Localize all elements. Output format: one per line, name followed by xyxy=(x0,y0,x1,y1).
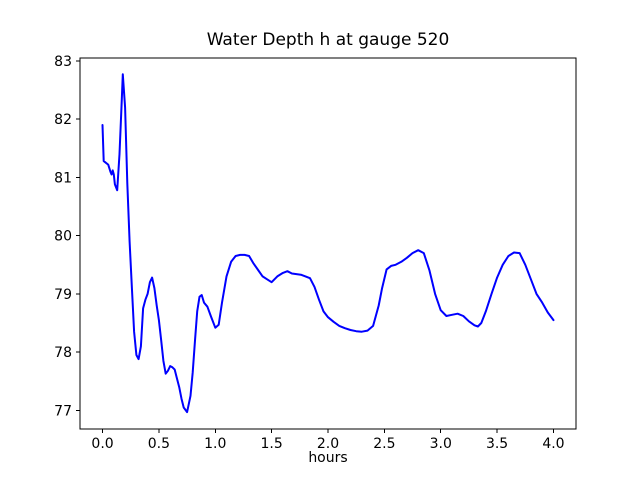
chart-title: Water Depth h at gauge 520 xyxy=(206,30,450,50)
x-axis-label: hours xyxy=(308,450,348,466)
y-tick-label: 81 xyxy=(54,170,72,186)
y-tick-label: 80 xyxy=(54,229,72,245)
x-tick-label: 1.0 xyxy=(204,436,226,452)
y-tick-label: 78 xyxy=(54,345,72,361)
x-tick-label: 2.0 xyxy=(317,436,339,452)
y-tick-label: 83 xyxy=(54,54,72,70)
x-tick-label: 3.5 xyxy=(486,436,508,452)
y-tick-label: 82 xyxy=(54,112,72,128)
x-tick-label: 1.5 xyxy=(261,436,283,452)
y-tick-label: 79 xyxy=(54,287,72,303)
x-tick-label: 2.5 xyxy=(373,436,395,452)
x-tick-label: 0.0 xyxy=(91,436,113,452)
x-tick-label: 3.0 xyxy=(430,436,452,452)
plot-frame xyxy=(79,57,577,430)
y-tick-label: 77 xyxy=(54,403,72,419)
x-tick-label: 4.0 xyxy=(542,436,564,452)
x-tick-label: 0.5 xyxy=(148,436,170,452)
water-depth-line xyxy=(101,73,555,414)
